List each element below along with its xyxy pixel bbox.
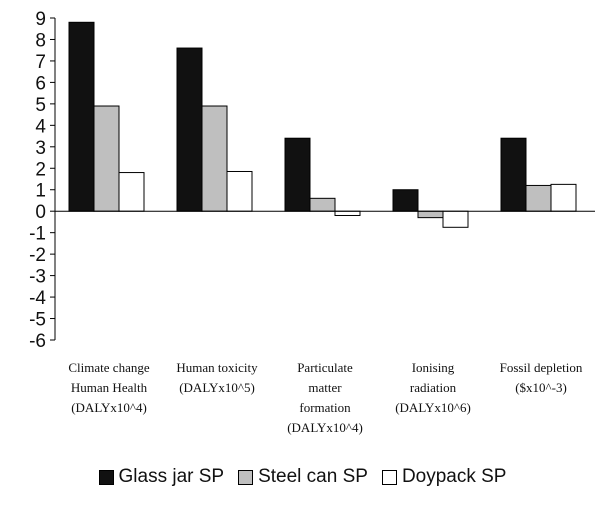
legend-swatch-glass-jar (98, 469, 114, 485)
y-tick-label: -6 (29, 331, 46, 352)
y-tick-label: 9 (35, 9, 46, 30)
category-label: Fossil depletion ($x10^-3) (500, 360, 583, 395)
legend-item-doypack: Doypack SP (381, 466, 507, 488)
y-tick-label: 2 (35, 159, 46, 180)
bar-glass-jar (176, 47, 203, 212)
y-tick-label: -3 (29, 267, 46, 288)
y-tick-label: -5 (29, 310, 46, 331)
y-tick-label: -1 (29, 224, 46, 245)
y-tick-label: 8 (35, 30, 46, 51)
bar-steel-can (525, 184, 552, 212)
y-tick-label: -2 (29, 245, 46, 266)
category-label: Ionising radiation (DALYx10^6) (395, 360, 471, 415)
bar-glass-jar (500, 137, 527, 212)
legend-item-glass-jar: Glass jar SP (98, 466, 225, 488)
y-tick-label: 3 (35, 138, 46, 159)
legend-label-glass-jar: Glass jar SP (118, 466, 225, 487)
bar-doypack (226, 170, 253, 212)
bar-doypack (334, 210, 361, 216)
bar-glass-jar (392, 189, 419, 212)
bar-doypack (442, 210, 469, 228)
bar-doypack (118, 172, 145, 212)
y-tick-label: 5 (35, 95, 46, 116)
legend-label-doypack: Doypack SP (401, 466, 507, 487)
legend-label-steel-can: Steel can SP (258, 466, 368, 487)
bar-steel-can (93, 105, 120, 212)
y-tick-label: 0 (35, 202, 46, 223)
legend-swatch-doypack (381, 469, 397, 485)
bar-steel-can (201, 105, 228, 212)
category-labels: Climate change Human Health (DALYx10^4) Hum… (68, 360, 582, 435)
bar-doypack (550, 183, 577, 212)
category-label: Climate change Human Health (DALYx10^4) (68, 360, 149, 415)
y-tick-label: 4 (35, 116, 46, 137)
legend-swatch-steel-can (238, 469, 254, 485)
bar-steel-can (417, 210, 444, 219)
bar-glass-jar (284, 137, 311, 212)
bars (68, 21, 577, 228)
bar-steel-can (309, 197, 336, 212)
y-tick-label: 6 (35, 73, 46, 94)
y-tick-label: 1 (35, 181, 46, 202)
bar-glass-jar (68, 21, 95, 212)
category-label: Particulate matter formation (DALYx10^4) (287, 360, 363, 435)
category-label: Human toxicity (DALYx10^5) (176, 360, 258, 395)
legend: Glass jar SP Steel can SP Doypack SP (0, 466, 605, 488)
y-tick-label: 7 (35, 52, 46, 73)
y-tick-label: -4 (29, 288, 46, 309)
legend-item-steel-can: Steel can SP (238, 466, 368, 488)
